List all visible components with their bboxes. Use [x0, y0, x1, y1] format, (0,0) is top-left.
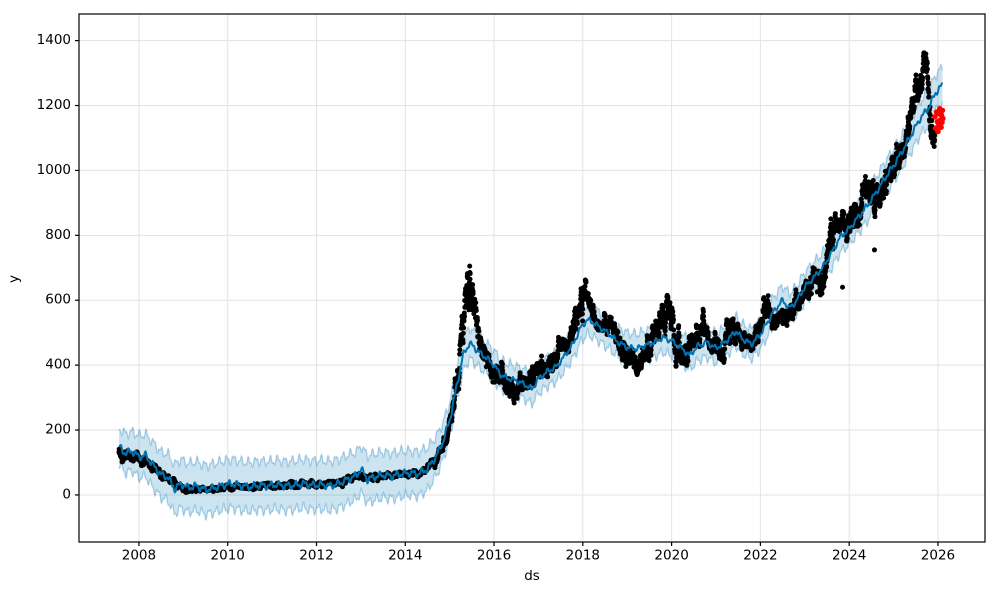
x-axis-label: ds — [524, 568, 540, 584]
y-axis-label: y — [6, 275, 22, 283]
